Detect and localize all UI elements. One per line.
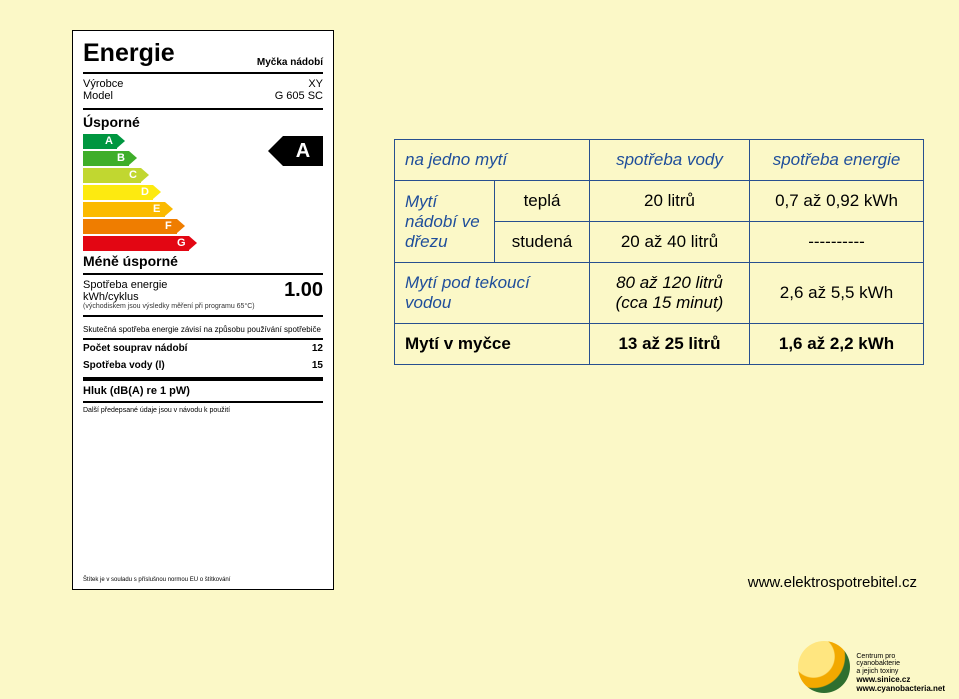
class-letter: F — [165, 220, 172, 232]
footer-site1: www.sinice.cz — [856, 675, 910, 684]
efficiency-bar-e: E — [83, 202, 323, 217]
class-letter: E — [153, 203, 160, 215]
manufacturer-value: XY — [308, 78, 323, 90]
footer-site2: www.cyanobacteria.net — [856, 684, 945, 693]
model-value: G 605 SC — [275, 90, 323, 102]
energy-label: Energie Myčka nádobí Výrobce XY Model G … — [72, 30, 334, 590]
dishwasher-energy: 1,6 až 2,2 kWh — [750, 324, 924, 365]
manual-note: Další předepsané údaje jsou v návodu k p… — [83, 403, 323, 434]
hot-water: 20 litrů — [590, 181, 750, 222]
appliance-type: Myčka nádobí — [257, 57, 323, 68]
class-letter: B — [117, 152, 125, 164]
consumption-value: 1.00 — [284, 279, 323, 311]
efficient-label: Úsporné — [83, 114, 323, 130]
consumption-tiny: (východiskem jsou výsledky měření při pr… — [83, 303, 255, 311]
cold-label: studená — [495, 222, 590, 263]
org-logo-icon — [798, 641, 850, 693]
efficiency-bar-c: C — [83, 168, 323, 183]
class-letter: A — [105, 135, 113, 147]
org-line2: cyanobakterie — [856, 660, 900, 667]
comparison-table: na jedno mytí spotřeba vody spotřeba ene… — [394, 139, 924, 365]
eu-note: Štítek je v souladu s příslušnou normou … — [83, 577, 230, 583]
consumption-note: Skutečná spotřeba energie závisí na způs… — [83, 317, 323, 340]
hot-energy: 0,7 až 0,92 kWh — [750, 181, 924, 222]
settings-label: Počet souprav nádobí — [83, 343, 187, 354]
water-value: 15 — [312, 360, 323, 371]
cold-water: 20 až 40 litrů — [590, 222, 750, 263]
efficiency-bar-g: G — [83, 236, 323, 251]
efficiency-bar-b: B — [83, 151, 323, 166]
hot-label: teplá — [495, 181, 590, 222]
less-efficient-label: Méně úsporné — [83, 253, 323, 269]
class-letter: D — [141, 186, 149, 198]
running-water: 80 až 120 litrů (cca 15 minut) — [590, 263, 750, 324]
running-energy: 2,6 až 5,5 kWh — [750, 263, 924, 324]
efficiency-bar-d: D — [83, 185, 323, 200]
class-letter: C — [129, 169, 137, 181]
efficiency-bar-f: F — [83, 219, 323, 234]
col-energy: spotřeba energie — [750, 140, 924, 181]
manufacturer-label: Výrobce — [83, 78, 123, 90]
dishwasher-water: 13 až 25 litrů — [590, 324, 750, 365]
footer-logos: Centrum pro cyanobakterie a jejich toxin… — [798, 641, 945, 693]
table-header-row: na jedno mytí — [395, 140, 590, 181]
settings-value: 12 — [312, 343, 323, 354]
model-label: Model — [83, 90, 113, 102]
consumption-unit: kWh/cyklus — [83, 291, 255, 303]
dishwasher-label: Mytí v myčce — [395, 324, 590, 365]
org-line3: a jejich toxiny — [856, 668, 898, 675]
efficiency-bars: A ABCDEFG — [83, 134, 323, 251]
sink-label: Mytí nádobí ve dřezu — [395, 181, 495, 263]
source-url: www.elektrospotrebitel.cz — [748, 574, 917, 591]
consumption-label: Spotřeba energie — [83, 279, 255, 291]
cold-energy: ---------- — [750, 222, 924, 263]
label-title: Energie — [83, 39, 175, 68]
class-letter: G — [177, 237, 186, 249]
efficiency-bar-a: A — [83, 134, 323, 149]
org-line1: Centrum pro — [856, 653, 895, 660]
noise-label: Hluk (dB(A) re 1 pW) — [83, 379, 323, 403]
col-water: spotřeba vody — [590, 140, 750, 181]
water-label: Spotřeba vody (l) — [83, 360, 165, 371]
running-label: Mytí pod tekoucí vodou — [395, 263, 590, 324]
